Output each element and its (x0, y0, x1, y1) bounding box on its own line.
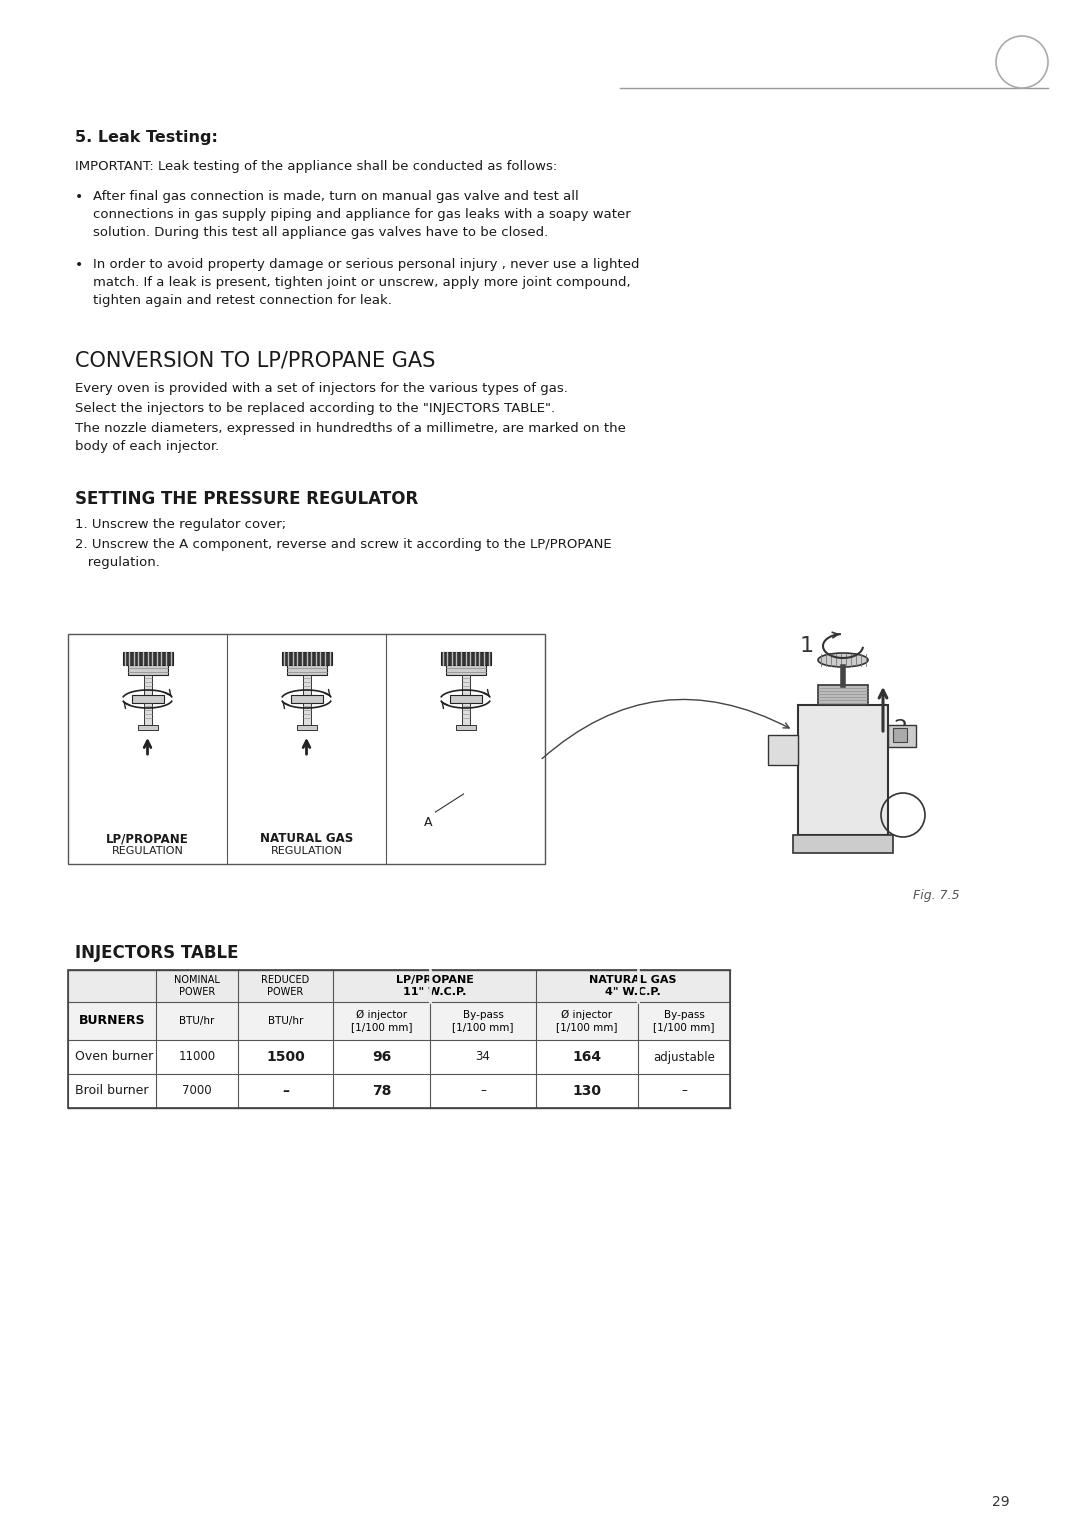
Text: Every oven is provided with a set of injectors for the various types of gas.: Every oven is provided with a set of inj… (75, 382, 568, 395)
Text: NOMINAL
POWER: NOMINAL POWER (174, 974, 220, 997)
Text: SETTING THE PRESSURE REGULATOR: SETTING THE PRESSURE REGULATOR (75, 490, 418, 508)
Text: 5. Leak Testing:: 5. Leak Testing: (75, 130, 218, 145)
Bar (793, 835, 893, 854)
Bar (449, 695, 482, 702)
Bar (68, 1002, 730, 1040)
Bar (291, 695, 323, 702)
Text: By-pass
[1/100 mm]: By-pass [1/100 mm] (653, 1009, 715, 1032)
Text: A: A (423, 815, 432, 829)
Text: –: – (681, 1084, 687, 1098)
Text: 78: 78 (372, 1084, 391, 1098)
Text: INJECTORS TABLE: INJECTORS TABLE (75, 944, 239, 962)
Text: In order to avoid property damage or serious personal injury , never use a light: In order to avoid property damage or ser… (93, 258, 639, 270)
Text: –: – (481, 1084, 486, 1098)
Bar (68, 1040, 730, 1073)
Text: Oven burner: Oven burner (75, 1051, 153, 1063)
Ellipse shape (818, 654, 868, 667)
Text: LP/PROPANE: LP/PROPANE (106, 832, 189, 844)
Text: 34: 34 (475, 1051, 490, 1063)
Text: 7000: 7000 (183, 1084, 212, 1098)
Text: BTU/hr: BTU/hr (268, 1015, 303, 1026)
Bar (456, 725, 475, 730)
Text: solution. During this test all appliance gas valves have to be closed.: solution. During this test all appliance… (93, 226, 549, 240)
Bar (132, 695, 163, 702)
Bar (302, 702, 311, 725)
Text: •: • (75, 258, 83, 272)
Text: Ø injector
[1/100 mm]: Ø injector [1/100 mm] (556, 1009, 618, 1032)
Bar (893, 728, 907, 742)
Text: adjustable: adjustable (653, 1051, 715, 1063)
Text: 164: 164 (572, 1051, 602, 1064)
Text: NATURAL GAS
4" W.C.P.: NATURAL GAS 4" W.C.P. (590, 974, 677, 997)
Text: –: – (282, 1084, 289, 1098)
Bar (282, 652, 332, 664)
Text: connections in gas supply piping and appliance for gas leaks with a soapy water: connections in gas supply piping and app… (93, 208, 631, 221)
Text: 2: 2 (893, 719, 907, 739)
Text: REGULATION: REGULATION (111, 846, 184, 857)
Text: 1. Unscrew the regulator cover;: 1. Unscrew the regulator cover; (75, 518, 286, 531)
Text: By-pass
[1/100 mm]: By-pass [1/100 mm] (453, 1009, 514, 1032)
Bar (68, 634, 545, 864)
Text: REGULATION: REGULATION (271, 846, 342, 857)
Bar (137, 725, 158, 730)
Bar (446, 664, 486, 675)
Text: Ø injector
[1/100 mm]: Ø injector [1/100 mm] (351, 1009, 413, 1032)
Bar (297, 725, 316, 730)
Text: NATURAL GAS: NATURAL GAS (260, 832, 353, 844)
Bar (144, 675, 151, 695)
Text: IMPORTANT: Leak testing of the appliance shall be conducted as follows:: IMPORTANT: Leak testing of the appliance… (75, 160, 557, 173)
Bar (461, 702, 470, 725)
Text: 1500: 1500 (266, 1051, 305, 1064)
Bar (768, 734, 798, 765)
Text: CONVERSION TO LP/PROPANE GAS: CONVERSION TO LP/PROPANE GAS (75, 350, 435, 370)
Circle shape (996, 37, 1048, 89)
Text: After final gas connection is made, turn on manual gas valve and test all: After final gas connection is made, turn… (93, 189, 579, 203)
Bar (888, 725, 916, 747)
Text: 96: 96 (372, 1051, 391, 1064)
Text: •: • (75, 189, 83, 205)
Text: 1: 1 (800, 637, 814, 657)
Text: BTU/hr: BTU/hr (179, 1015, 215, 1026)
Text: Select the injectors to be replaced according to the "INJECTORS TABLE".: Select the injectors to be replaced acco… (75, 402, 555, 415)
Bar (818, 686, 868, 705)
Text: 11000: 11000 (178, 1051, 216, 1063)
Text: 2. Unscrew the A component, reverse and screw it according to the LP/PROPANE: 2. Unscrew the A component, reverse and … (75, 538, 611, 551)
Bar (68, 970, 730, 1109)
Text: 130: 130 (572, 1084, 602, 1098)
Text: regulation.: regulation. (75, 556, 160, 570)
Text: The nozzle diameters, expressed in hundredths of a millimetre, are marked on the: The nozzle diameters, expressed in hundr… (75, 421, 626, 435)
Bar (68, 1073, 730, 1109)
Bar (122, 652, 173, 664)
Text: Fig. 7.5: Fig. 7.5 (914, 889, 960, 902)
Text: body of each injector.: body of each injector. (75, 440, 219, 454)
Bar (461, 675, 470, 695)
Bar (286, 664, 326, 675)
Bar (144, 702, 151, 725)
Bar (441, 652, 490, 664)
Text: tighten again and retest connection for leak.: tighten again and retest connection for … (93, 295, 392, 307)
Text: BURNERS: BURNERS (79, 1014, 146, 1028)
Bar (127, 664, 167, 675)
Text: match. If a leak is present, tighten joint or unscrew, apply more joint compound: match. If a leak is present, tighten joi… (93, 276, 631, 289)
Bar (68, 970, 730, 1002)
Text: REDUCED
POWER: REDUCED POWER (261, 974, 310, 997)
Text: 7: 7 (1015, 52, 1028, 72)
Bar (302, 675, 311, 695)
Text: LP/PROPANE
11" W.C.P.: LP/PROPANE 11" W.C.P. (395, 974, 473, 997)
Text: 29: 29 (993, 1495, 1010, 1509)
Text: Broil burner: Broil burner (75, 1084, 149, 1098)
Bar (798, 705, 888, 835)
